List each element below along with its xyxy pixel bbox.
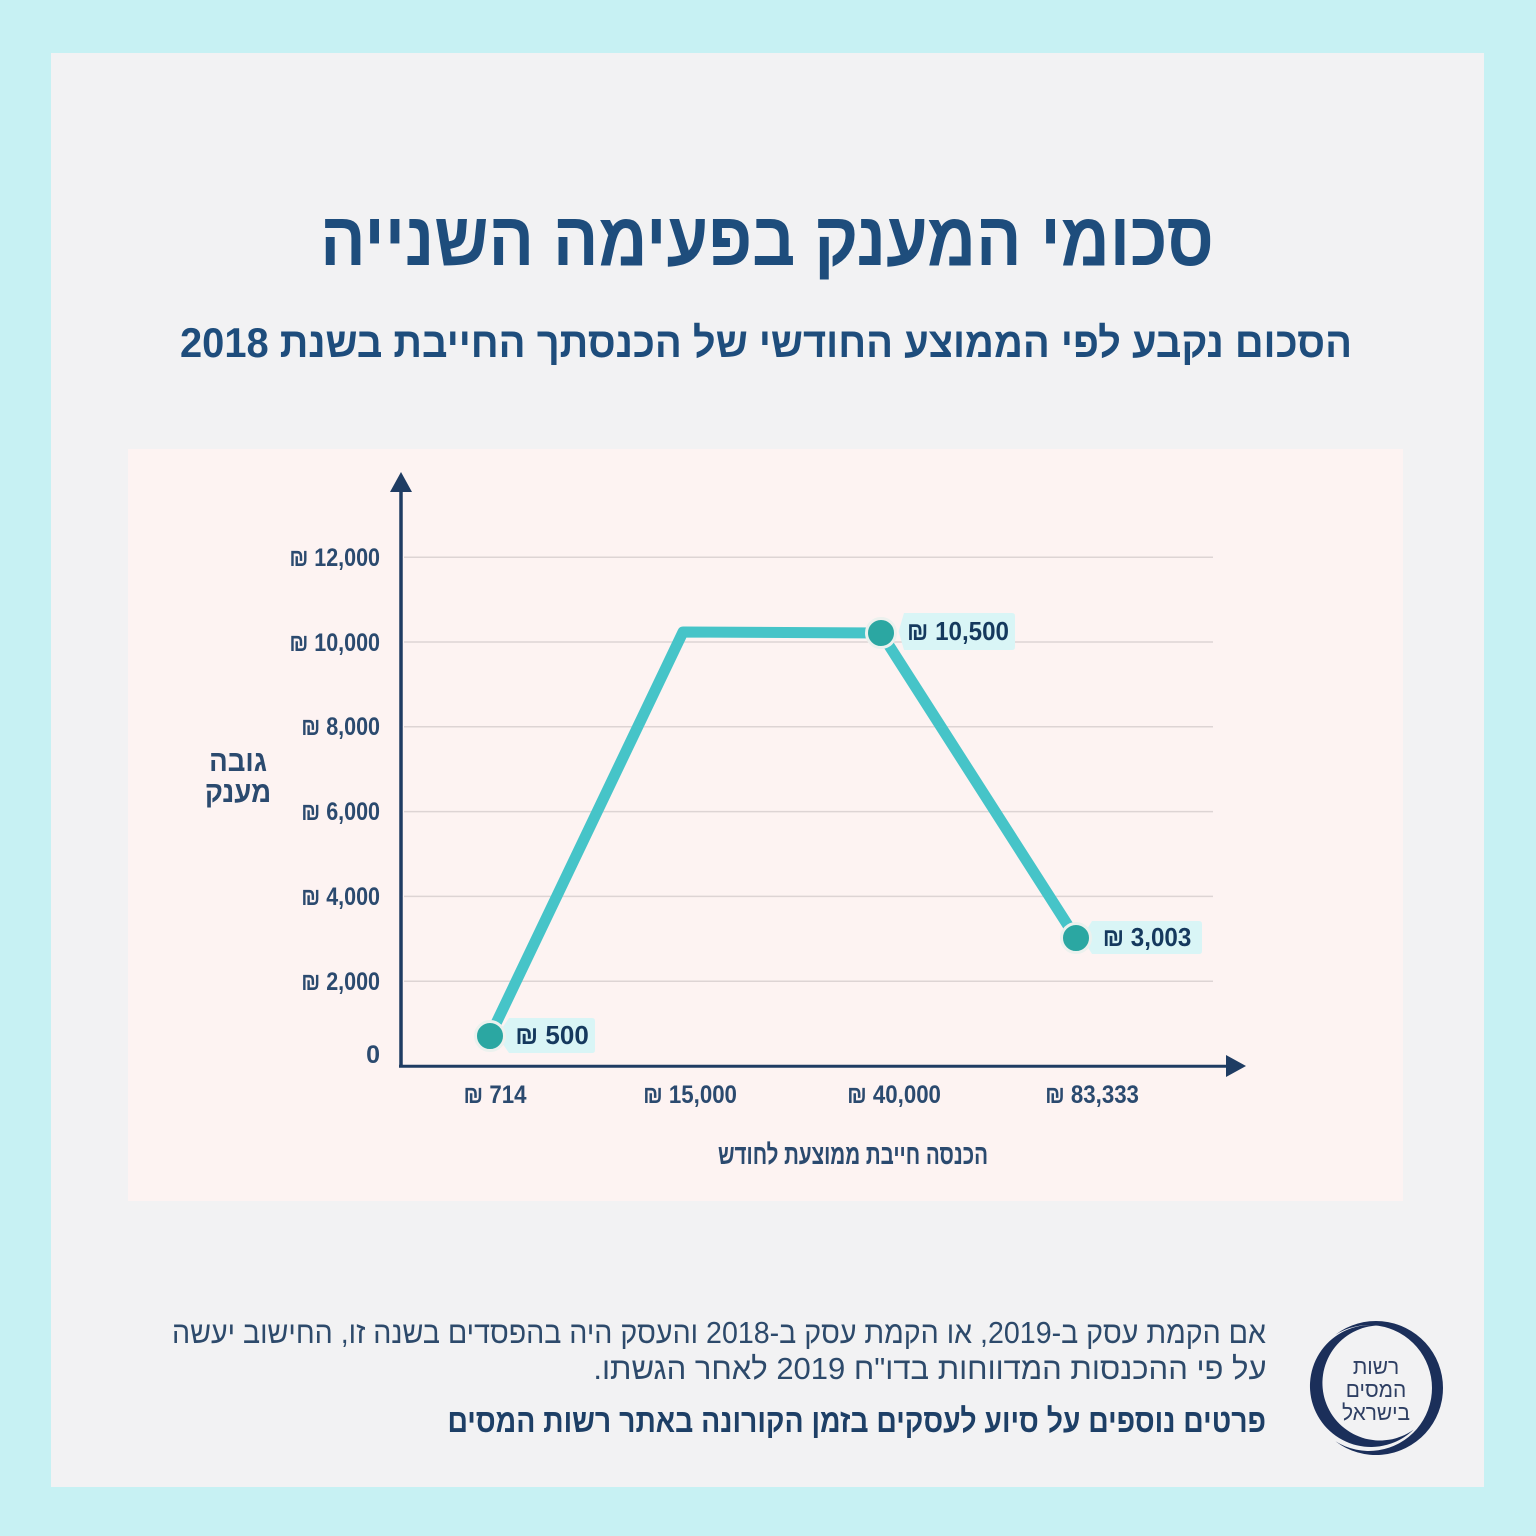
svg-text:₪ 12,000: ₪ 12,000 <box>289 543 380 571</box>
svg-text:גובה: גובה <box>209 745 267 778</box>
svg-text:₪ 4,000: ₪ 4,000 <box>301 882 380 910</box>
svg-text:₪ 2,000: ₪ 2,000 <box>301 967 380 995</box>
svg-text:רשות: רשות <box>1353 1355 1399 1380</box>
svg-text:₪ 10,500: ₪ 10,500 <box>907 617 1009 646</box>
svg-text:סכומי המענק בפעימה השנייה: סכומי המענק בפעימה השנייה <box>320 197 1214 282</box>
svg-text:₪ 10,000: ₪ 10,000 <box>289 628 380 656</box>
svg-text:אם הקמת עסק ב-2019, או הקמת עס: אם הקמת עסק ב-2019, או הקמת עסק ב-2018 ו… <box>172 1316 1266 1350</box>
svg-text:₪ 3,003: ₪ 3,003 <box>1103 923 1192 952</box>
svg-text:מענק: מענק <box>205 776 271 809</box>
svg-text:₪ 15,000: ₪ 15,000 <box>643 1082 737 1109</box>
svg-text:על פי ההכנסות המדווחות בדו"ח 2: על פי ההכנסות המדווחות בדו"ח 2019 לאחר ה… <box>593 1351 1266 1386</box>
svg-text:הכנסה חייבת ממוצעת לחודש: הכנסה חייבת ממוצעת לחודש <box>718 1140 988 1171</box>
svg-text:₪ 6,000: ₪ 6,000 <box>301 797 380 825</box>
svg-text:₪ 714: ₪ 714 <box>464 1082 528 1109</box>
svg-text:בישראל: בישראל <box>1342 1401 1410 1426</box>
svg-text:₪ 500: ₪ 500 <box>515 1020 589 1050</box>
svg-text:₪ 40,000: ₪ 40,000 <box>847 1082 941 1109</box>
svg-text:0: 0 <box>366 1041 380 1069</box>
svg-text:הסכום נקבע לפי הממוצע החודשי ש: הסכום נקבע לפי הממוצע החודשי של הכנסתך ה… <box>180 319 1352 366</box>
svg-text:₪ 8,000: ₪ 8,000 <box>301 712 380 740</box>
svg-text:פרטים נוספים על סיוע לעסקים בז: פרטים נוספים על סיוע לעסקים בזמן הקורונה… <box>447 1402 1266 1440</box>
svg-text:₪ 83,333: ₪ 83,333 <box>1045 1082 1139 1109</box>
svg-text:המסים: המסים <box>1346 1378 1406 1403</box>
